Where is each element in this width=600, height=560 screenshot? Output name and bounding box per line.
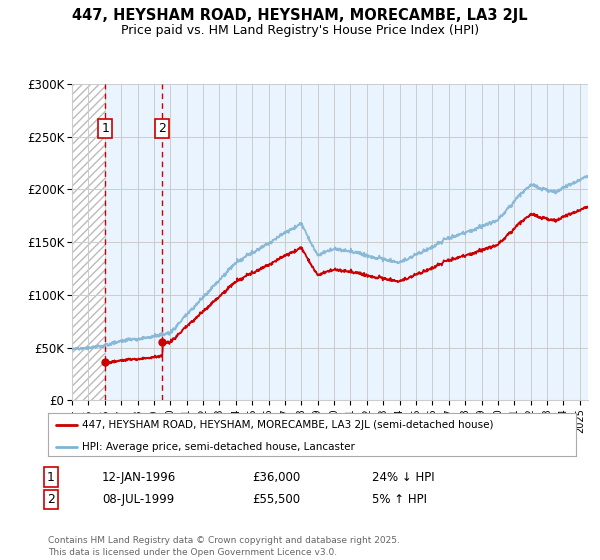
Bar: [106, 84, 163, 400]
Text: £55,500: £55,500: [252, 493, 300, 506]
Text: 1: 1: [47, 470, 55, 484]
Bar: [72, 84, 106, 400]
Text: 2: 2: [158, 122, 166, 135]
Text: 24% ↓ HPI: 24% ↓ HPI: [372, 470, 434, 484]
Text: 447, HEYSHAM ROAD, HEYSHAM, MORECAMBE, LA3 2JL (semi-detached house): 447, HEYSHAM ROAD, HEYSHAM, MORECAMBE, L…: [82, 419, 494, 430]
Bar: [163, 84, 588, 400]
Text: HPI: Average price, semi-detached house, Lancaster: HPI: Average price, semi-detached house,…: [82, 442, 355, 452]
Text: Price paid vs. HM Land Registry's House Price Index (HPI): Price paid vs. HM Land Registry's House …: [121, 24, 479, 36]
Text: 5% ↑ HPI: 5% ↑ HPI: [372, 493, 427, 506]
Text: 447, HEYSHAM ROAD, HEYSHAM, MORECAMBE, LA3 2JL: 447, HEYSHAM ROAD, HEYSHAM, MORECAMBE, L…: [72, 8, 528, 24]
Text: £36,000: £36,000: [252, 470, 300, 484]
Text: 12-JAN-1996: 12-JAN-1996: [102, 470, 176, 484]
Text: 2: 2: [47, 493, 55, 506]
Text: Contains HM Land Registry data © Crown copyright and database right 2025.
This d: Contains HM Land Registry data © Crown c…: [48, 536, 400, 557]
Text: 1: 1: [101, 122, 109, 135]
Text: 08-JUL-1999: 08-JUL-1999: [102, 493, 174, 506]
